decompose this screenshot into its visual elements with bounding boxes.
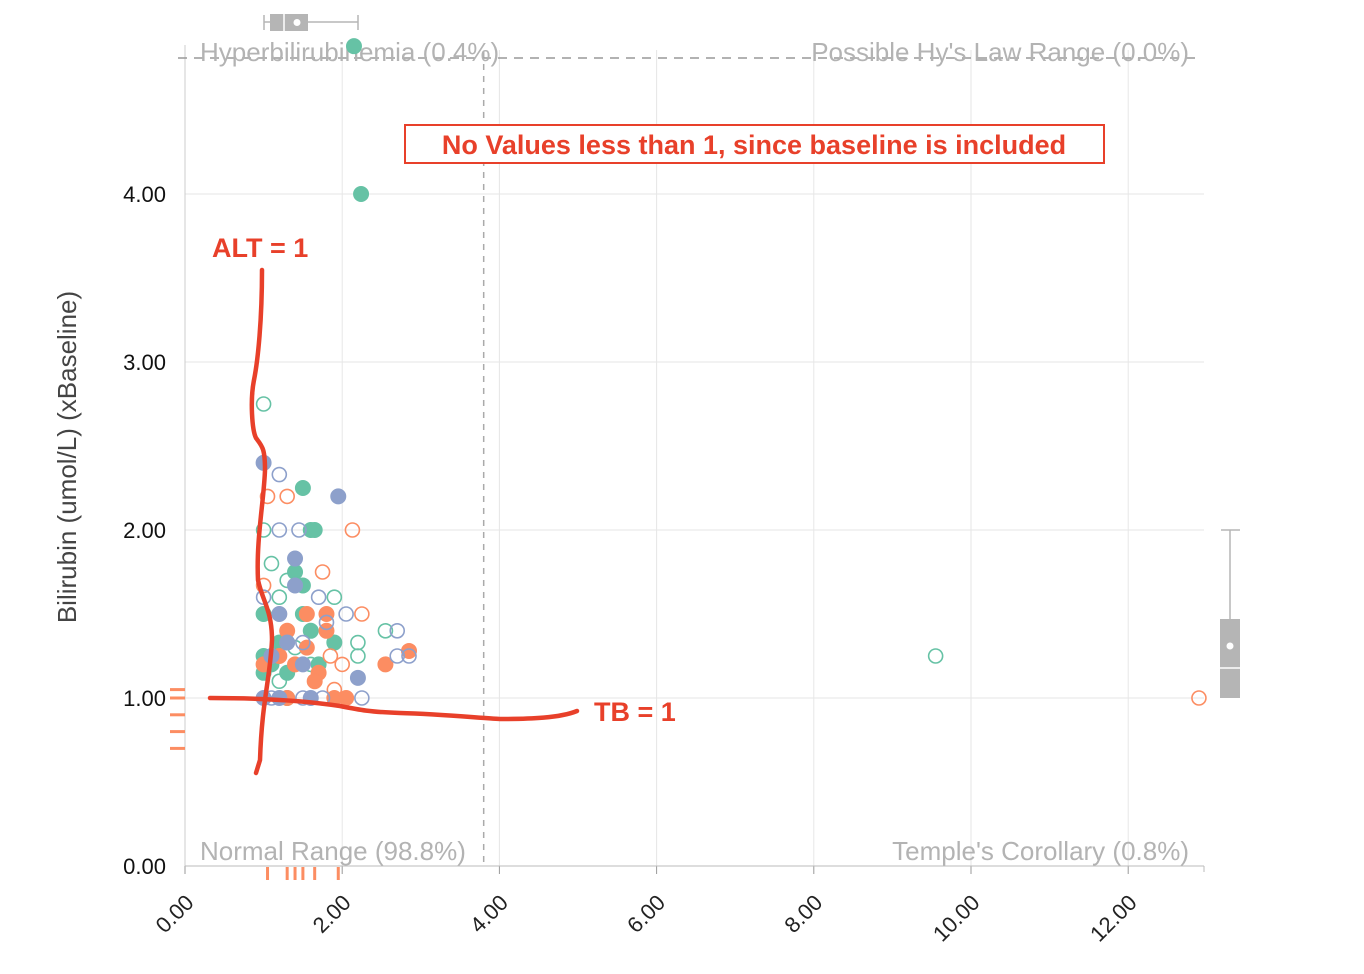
x-tick-label: 8.00 [779,890,827,938]
data-point-filled [306,673,323,690]
data-point-open [377,622,394,639]
data-point-open [350,648,366,664]
annotation-box-text: No Values less than 1, since baseline is… [442,130,1066,160]
data-point-open [326,589,343,606]
data-point-open [259,488,276,505]
y-boxplot-mean [1226,642,1234,650]
annotation-box [404,124,1105,164]
y-tick-label: 2.00 [123,518,166,543]
y-tick-label: 1.00 [123,686,166,711]
data-point-filled [345,38,362,55]
data-point-open [354,690,370,706]
marginal-boxplots [263,14,1240,698]
quadrant-label-bottom-right: Temple's Corollary (0.8%) [892,836,1189,866]
annotations: ALT = 1 TB = 1 No Values less than 1, si… [207,124,1105,776]
data-point-filled [294,480,311,496]
reference-lines [178,52,1196,866]
data-point-open [334,656,351,673]
data-point-open [255,522,272,538]
data-point-open [344,522,361,538]
x-tick-label: 12.00 [1085,890,1142,947]
data-point-filled [318,606,335,622]
y-axis-label: Bilirubin (umol/L) (xBaseline) [52,291,82,623]
data-point-filled [294,656,311,673]
data-point-open [271,522,288,538]
y-boxplot-box [1220,619,1240,698]
data-point-open [310,589,327,606]
data-point-open [389,648,406,664]
data-point-filled [298,606,315,622]
tb-equals-one-line [207,695,580,722]
data-point-open [314,564,331,580]
data-point-open [401,648,417,664]
data-point-filled [349,669,366,686]
data-point-filled [287,550,304,567]
quadrant-labels: Hyperbilirubinemia (0.4%) Possible Hy's … [200,37,1189,866]
data-point-filled [306,522,323,538]
tb-annotation-label: TB = 1 [594,697,676,727]
data-point-filled [287,564,304,580]
x-tick-label: 10.00 [928,890,985,947]
data-point-filled [330,488,347,505]
data-point-filled [287,577,304,594]
data-point-open [354,606,370,622]
y-tick-label: 0.00 [123,854,166,879]
alt-equals-one-line [249,267,275,776]
y-tick-label: 3.00 [123,350,166,375]
x-tick-label: 0.00 [151,890,199,938]
data-point-filled [377,656,394,673]
data-point-open [255,396,272,412]
rug-marks [170,688,340,880]
data-point-open [350,634,366,651]
x-boxplot-mean [293,19,301,26]
grid-lines [184,50,1204,867]
data-point-filled [279,634,296,651]
x-tick-label: 4.00 [465,890,513,938]
data-point-open [322,648,339,664]
data-point-open [318,614,335,631]
data-point-open [271,589,288,606]
quadrant-label-top-right: Possible Hy's Law Range (0.0%) [811,37,1189,67]
data-point-filled [338,690,355,706]
quadrant-label-bottom-left: Normal Range (98.8%) [200,836,466,866]
data-point-filled [318,622,335,639]
data-point-open [389,622,406,639]
x-boxplot-box [270,14,308,31]
y-tick-label: 4.00 [123,182,166,207]
data-point-filled [271,606,288,622]
data-point-open [271,466,288,483]
data-point-open [1191,690,1207,706]
data-point-open [927,648,944,664]
alt-annotation-label: ALT = 1 [212,233,308,263]
data-point-filled [302,622,319,639]
data-point-open [295,634,311,651]
data-points [255,38,1207,706]
data-point-open [291,522,307,538]
x-tick-label: 6.00 [622,890,670,938]
data-point-open [338,606,354,622]
x-tick-label: 2.00 [308,890,356,938]
data-point-open [263,555,280,572]
data-point-filled [353,186,370,202]
data-point-open [279,488,295,505]
axes: 0.00 1.00 2.00 3.00 4.00 0.00 2.00 4.00 6.00 8.00… [123,45,1205,947]
